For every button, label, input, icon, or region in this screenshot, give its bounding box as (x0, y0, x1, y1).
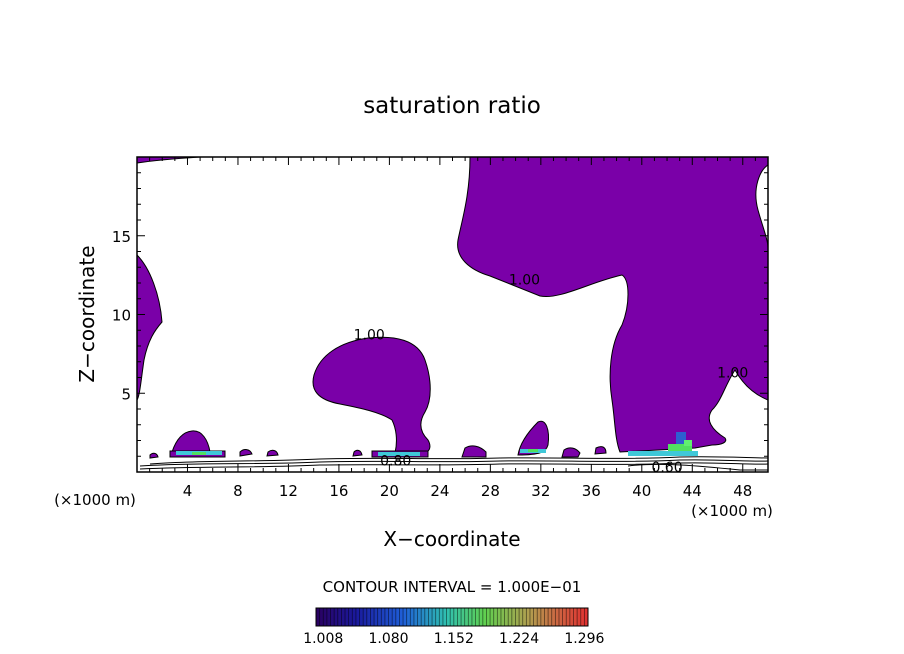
y-axis: 5 10 15 (112, 172, 768, 457)
x-unit-right: (×1000 m) (691, 502, 773, 520)
y-tick-label: 15 (112, 228, 131, 246)
contour-label: 1.00 (509, 273, 540, 289)
high-value-patch (676, 432, 686, 444)
contour-fill-region (137, 254, 163, 401)
x-tick-label: 24 (430, 482, 449, 500)
contour-fill-region (594, 446, 607, 455)
x-tick-label: 4 (183, 482, 193, 500)
contour-fill-region (266, 449, 279, 457)
colorbar-tick-label: 1.224 (499, 631, 539, 647)
colorbar-tick-label: 1.080 (368, 631, 408, 647)
chart-title: saturation ratio (363, 93, 541, 119)
y-axis-label: Z−coordinate (75, 245, 99, 382)
contour-line (139, 459, 768, 467)
contour-fill-region (461, 445, 487, 458)
contour-fill-region (312, 336, 431, 457)
contour-fill-region (561, 447, 581, 458)
high-value-patch (378, 452, 420, 456)
x-axis-label: X−coordinate (383, 527, 520, 551)
x-unit-left: (×1000 m) (54, 491, 136, 509)
colorbar-tick-label: 1.152 (434, 631, 474, 647)
x-tick-label: 8 (233, 482, 243, 500)
contour-fill-region (149, 452, 159, 459)
contour-label: 1.00 (354, 328, 385, 344)
x-tick-label: 32 (531, 482, 550, 500)
contour-fill-region (239, 449, 253, 457)
x-tick-label: 12 (279, 482, 298, 500)
y-tick-label: 10 (112, 307, 131, 325)
contour-line (149, 456, 768, 465)
high-value-patch (668, 444, 692, 451)
y-tick-label: 5 (121, 385, 131, 403)
colorbar-tick-label: 1.296 (564, 631, 604, 647)
contour-label: 1.00 (717, 366, 748, 382)
x-tick-label: 36 (582, 482, 601, 500)
x-axis: 4 8 12 16 20 24 28 32 36 40 44 48 (149, 157, 756, 500)
contour-label: 0.80 (380, 454, 411, 470)
high-value-patch (684, 440, 692, 446)
high-value-patch (528, 449, 538, 452)
x-tick-label: 20 (380, 482, 399, 500)
contour-fill-region (457, 157, 768, 453)
high-value-patch (192, 452, 206, 455)
x-tick-label: 16 (329, 482, 348, 500)
colorbar-labels: 1.008 1.080 1.152 1.224 1.296 (303, 631, 604, 647)
colorbar-tick-label: 1.008 (303, 631, 343, 647)
contour-fill-region (352, 449, 363, 457)
contour-interval-text: CONTOUR INTERVAL = 1.000E−01 (323, 578, 582, 596)
colorbar-ticks (319, 608, 585, 626)
x-tick-label: 40 (632, 482, 651, 500)
plot-area (137, 157, 768, 471)
x-tick-label: 44 (683, 482, 702, 500)
high-value-patch (628, 451, 698, 456)
contour-fill-region (137, 157, 201, 164)
x-tick-label: 48 (733, 482, 752, 500)
contour-line (627, 463, 768, 471)
colorbar (315, 607, 589, 627)
contour-fill-region (171, 430, 211, 453)
contour-line (139, 462, 768, 470)
x-tick-label: 28 (481, 482, 500, 500)
